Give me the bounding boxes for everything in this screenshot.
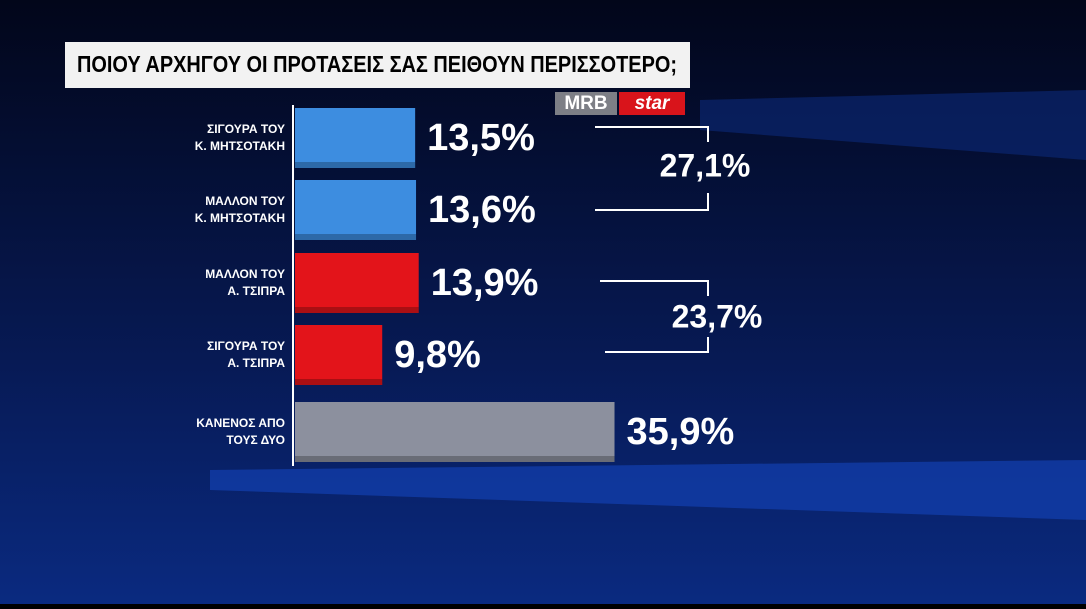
bracket	[605, 337, 709, 353]
value-label: 9,8%	[394, 334, 481, 376]
category-label: Α. ΤΣΙΠΡΑ	[227, 356, 285, 370]
value-label: 35,9%	[627, 411, 735, 453]
bar	[295, 180, 417, 240]
bar-shade	[295, 162, 416, 168]
category-label: ΣΙΓΟΥΡΑ ΤΟΥ	[207, 339, 285, 353]
bar	[295, 253, 419, 313]
value-label: 13,9%	[431, 262, 539, 304]
category-label: Α. ΤΣΙΠΡΑ	[227, 284, 285, 298]
decor	[700, 90, 1086, 160]
logo-text: MRB	[564, 93, 607, 114]
category-label: ΚΑΝΕΝΟΣ ΑΠΟ	[196, 416, 285, 430]
bar	[295, 402, 615, 462]
bracket	[595, 193, 709, 211]
value-label: 13,6%	[428, 189, 536, 231]
category-label: ΜΑΛΛΟΝ ΤΟΥ	[205, 194, 285, 208]
bar-shade	[295, 234, 417, 240]
chart-title: ΠΟΙΟΥ ΑΡΧΗΓΟΥ ΟΙ ΠΡΟΤΑΣΕΙΣ ΣΑΣ ΠΕΙΘΟΥΝ Π…	[77, 51, 677, 77]
bar-shade	[295, 307, 419, 313]
decor	[210, 460, 1086, 520]
bracket	[600, 280, 709, 296]
category-label: ΤΟΥΣ ΔΥΟ	[226, 433, 285, 447]
group-total: 23,7%	[672, 298, 763, 334]
category-label: ΜΑΛΛΟΝ ΤΟΥ	[205, 267, 285, 281]
bar-shade	[295, 379, 383, 385]
bar	[295, 325, 383, 385]
category-label: Κ. ΜΗΤΣΟΤΑΚΗ	[195, 211, 285, 225]
value-label: 13,5%	[427, 117, 535, 159]
logo-text: star	[635, 93, 671, 114]
brackets	[595, 126, 709, 353]
bar-shade	[295, 456, 615, 462]
logo-box	[555, 92, 617, 115]
title-box	[65, 42, 690, 88]
bar	[295, 108, 416, 168]
logo-box	[619, 92, 685, 115]
bracket	[595, 126, 709, 142]
group-total: 27,1%	[660, 147, 751, 183]
category-label: ΣΙΓΟΥΡΑ ΤΟΥ	[207, 122, 285, 136]
category-label: Κ. ΜΗΤΣΟΤΑΚΗ	[195, 139, 285, 153]
